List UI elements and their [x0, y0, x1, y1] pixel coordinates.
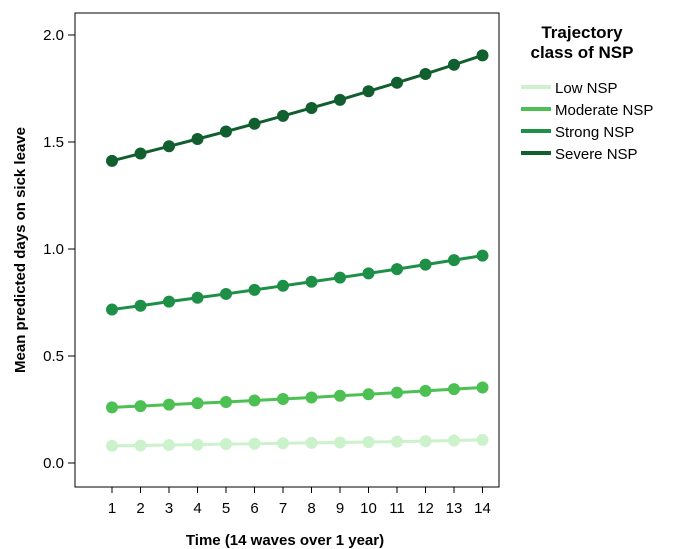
data-point — [191, 438, 204, 451]
data-point — [220, 287, 232, 300]
x-tick-label: 4 — [193, 500, 201, 517]
data-point — [191, 133, 204, 146]
legend-item: Severe NSP — [521, 146, 638, 163]
data-point — [134, 400, 147, 413]
data-point — [305, 275, 318, 288]
data-point — [163, 398, 175, 411]
x-tick-label: 3 — [165, 500, 173, 517]
data-point — [220, 125, 232, 138]
x-tick-label: 9 — [336, 500, 344, 517]
data-point — [248, 283, 261, 296]
data-point — [163, 295, 175, 308]
data-point — [106, 154, 118, 167]
data-point — [248, 394, 261, 407]
legend-item: Low NSP — [521, 80, 618, 97]
x-tick-label: 1 — [108, 500, 116, 517]
data-point — [419, 435, 432, 448]
y-tick-label: 2.0 — [43, 27, 64, 44]
data-point — [362, 267, 375, 280]
series-strong-nsp — [106, 249, 489, 316]
legend-title-line-2: class of NSP — [531, 43, 634, 62]
data-point — [191, 397, 204, 410]
data-point — [248, 437, 261, 450]
data-point — [334, 389, 346, 402]
data-point — [163, 439, 175, 452]
legend-label: Low NSP — [555, 80, 618, 97]
data-point — [334, 271, 346, 284]
data-point — [391, 263, 403, 276]
data-point — [305, 436, 318, 449]
x-tick-label: 10 — [360, 500, 377, 517]
y-axis: 0.0 0.5 1.0 1.5 2.0 — [43, 27, 75, 472]
data-point — [362, 436, 375, 449]
legend-label: Strong NSP — [555, 124, 634, 141]
data-point — [448, 383, 460, 396]
data-point — [106, 439, 118, 452]
data-point — [277, 109, 289, 122]
y-tick-label: 1.5 — [43, 134, 64, 151]
x-tick-label: 2 — [136, 500, 144, 517]
plot-frame — [74, 12, 500, 488]
series-severe-nsp — [106, 49, 489, 167]
x-tick-label: 11 — [389, 500, 405, 517]
data-point — [163, 140, 175, 153]
data-point — [134, 299, 147, 312]
data-point — [476, 381, 489, 394]
data-point — [419, 67, 432, 80]
legend-title-line-1: Trajectory — [541, 23, 623, 42]
series-moderate-nsp — [106, 381, 489, 414]
y-tick-label: 0.5 — [43, 348, 64, 365]
data-point — [391, 435, 403, 448]
data-point — [448, 254, 460, 267]
legend-label: Moderate NSP — [555, 102, 653, 119]
legend: Trajectory class of NSP Low NSP Moderate … — [521, 23, 653, 163]
data-point — [134, 147, 147, 160]
legend-items: Low NSP Moderate NSP Strong NSP Severe NSP — [521, 80, 653, 163]
data-point — [419, 384, 432, 397]
x-tick-label: 7 — [279, 500, 287, 517]
data-point — [391, 386, 403, 399]
data-point — [419, 258, 432, 271]
data-point — [476, 249, 489, 262]
data-point — [305, 101, 318, 114]
x-tick-label: 14 — [474, 500, 491, 517]
data-point — [476, 49, 489, 62]
x-axis: 1 2 3 4 5 6 7 8 9 10 11 12 13 14 — [108, 487, 491, 517]
data-point — [391, 76, 403, 89]
x-tick-label: 13 — [446, 500, 463, 517]
x-tick-label: 12 — [417, 500, 434, 517]
data-point — [248, 117, 261, 130]
y-axis-title: Mean predicted days on sick leave — [12, 127, 29, 373]
y-tick-label: 0.0 — [43, 455, 64, 472]
data-point — [106, 401, 118, 414]
data-point — [334, 93, 346, 106]
x-tick-label: 6 — [250, 500, 258, 517]
x-tick-label: 8 — [307, 500, 315, 517]
x-axis-title: Time (14 waves over 1 year) — [186, 532, 384, 549]
series-layer — [106, 49, 489, 452]
data-point — [191, 291, 204, 304]
legend-item: Moderate NSP — [521, 102, 653, 119]
data-point — [106, 303, 118, 316]
legend-label: Severe NSP — [555, 146, 638, 163]
legend-item: Strong NSP — [521, 124, 634, 141]
data-point — [220, 396, 232, 409]
data-point — [362, 85, 375, 98]
y-tick-label: 1.0 — [43, 241, 64, 258]
x-tick-label: 5 — [222, 500, 230, 517]
data-point — [448, 58, 460, 71]
data-point — [277, 393, 289, 406]
data-point — [220, 438, 232, 451]
series-low-nsp — [106, 433, 489, 452]
data-point — [476, 433, 489, 446]
data-point — [134, 439, 147, 452]
data-point — [448, 434, 460, 447]
data-point — [305, 391, 318, 404]
data-point — [277, 279, 289, 292]
data-point — [334, 436, 346, 449]
data-point — [362, 388, 375, 401]
data-point — [277, 437, 289, 450]
